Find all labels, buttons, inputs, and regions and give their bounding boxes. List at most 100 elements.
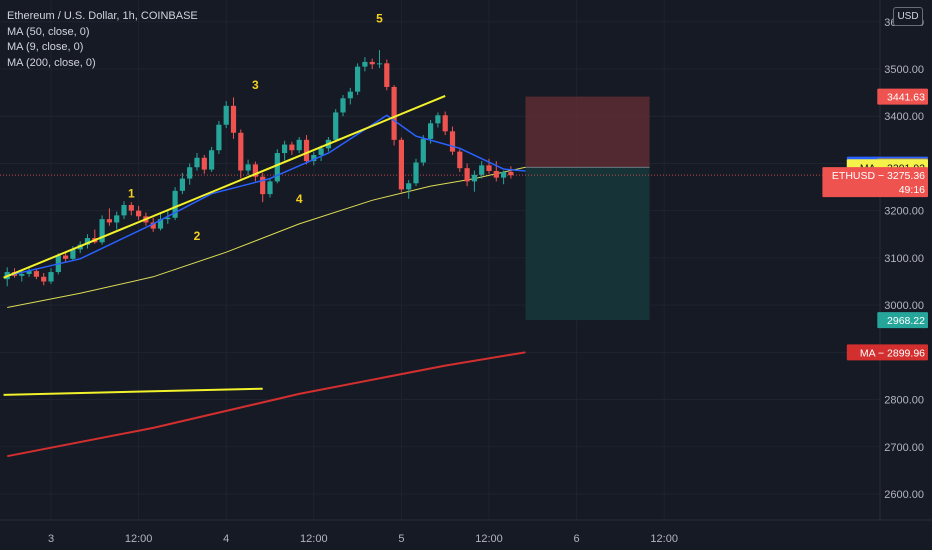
candle[interactable]: [267, 178, 273, 198]
candle[interactable]: [464, 163, 470, 187]
candle[interactable]: [384, 59, 390, 91]
candle[interactable]: [362, 57, 368, 72]
candle[interactable]: [194, 153, 200, 171]
price-tick-label: 3400.00: [884, 111, 924, 123]
candle[interactable]: [296, 137, 302, 154]
grid: [0, 0, 880, 520]
take-profit-zone[interactable]: [525, 167, 650, 321]
currency-button[interactable]: USD: [893, 7, 923, 26]
candle[interactable]: [209, 146, 215, 172]
candle-body: [26, 271, 32, 274]
candle[interactable]: [398, 137, 404, 193]
candle[interactable]: [48, 268, 54, 284]
candle-body: [260, 176, 266, 195]
candle[interactable]: [318, 145, 324, 162]
legend-ma-200[interactable]: MA (200, close, 0): [7, 56, 96, 69]
price-label-text: 2968.22: [887, 315, 925, 327]
candle[interactable]: [128, 202, 134, 216]
candle[interactable]: [282, 140, 288, 161]
legend-ma-50[interactable]: MA (50, close, 0): [7, 25, 90, 38]
trend-line[interactable]: [3, 387, 263, 396]
candle-body: [201, 157, 207, 170]
candle[interactable]: [84, 234, 91, 249]
price-tick-label: 3100.00: [884, 253, 924, 265]
candle[interactable]: [223, 101, 229, 129]
candle[interactable]: [501, 170, 507, 185]
candle[interactable]: [493, 161, 499, 182]
trend-line[interactable]: [3, 94, 446, 279]
candle[interactable]: [449, 126, 456, 155]
candle-body: [209, 150, 215, 170]
candle[interactable]: [150, 217, 156, 232]
candle[interactable]: [311, 151, 317, 166]
chart-legend: Ethereum / U.S. Dollar, 1h, COINBASE MA …: [7, 9, 198, 71]
symbol-title[interactable]: Ethereum / U.S. Dollar, 1h, COINBASE: [7, 10, 198, 22]
candle[interactable]: [201, 154, 207, 174]
candle-body: [245, 164, 251, 171]
candle[interactable]: [187, 163, 193, 185]
candle[interactable]: [391, 85, 397, 146]
price-tick-label: 2600.00: [884, 489, 924, 501]
time-axis[interactable]: 3 12:00 4 12:00 5 12:00 6 12:00: [0, 519, 932, 545]
stop-loss-zone[interactable]: [525, 96, 650, 168]
candle[interactable]: [165, 210, 171, 224]
candle-body: [41, 276, 47, 282]
candle-body: [99, 219, 105, 243]
price-tick-label: 3200.00: [884, 206, 924, 218]
candle[interactable]: [179, 172, 185, 195]
candle-body: [216, 124, 222, 151]
candle[interactable]: [347, 87, 353, 105]
candle[interactable]: [413, 158, 419, 187]
candle[interactable]: [157, 213, 164, 231]
candle[interactable]: [420, 135, 426, 166]
candle[interactable]: [121, 201, 127, 220]
candle[interactable]: [486, 158, 492, 174]
time-tick-label: 12:00: [650, 533, 678, 545]
ma-200-line: [7, 351, 526, 458]
candle[interactable]: [238, 129, 244, 179]
candle[interactable]: [340, 94, 346, 117]
candle-body: [121, 205, 127, 216]
candle[interactable]: [333, 109, 339, 143]
candle[interactable]: [33, 269, 39, 280]
candle[interactable]: [442, 111, 448, 136]
candle[interactable]: [99, 215, 105, 245]
candle[interactable]: [260, 172, 266, 203]
candle[interactable]: [245, 159, 251, 176]
candle[interactable]: [376, 50, 383, 69]
candle[interactable]: [274, 149, 280, 184]
candle[interactable]: [435, 112, 441, 128]
candle[interactable]: [457, 149, 463, 172]
candle[interactable]: [471, 170, 477, 192]
candle-body: [33, 271, 39, 277]
candle[interactable]: [355, 63, 361, 95]
candle[interactable]: [41, 273, 47, 286]
candle-body: [318, 148, 324, 155]
candle[interactable]: [479, 161, 485, 179]
candle[interactable]: [303, 135, 310, 165]
candle[interactable]: [369, 58, 375, 69]
price-label[interactable]: 3441.63: [877, 88, 928, 105]
candle[interactable]: [252, 161, 258, 182]
price-label[interactable]: 2968.22: [877, 312, 928, 329]
candle[interactable]: [63, 252, 69, 262]
price-tick-label: 3500.00: [884, 64, 924, 76]
candle[interactable]: [230, 97, 237, 139]
legend-ma-9[interactable]: MA (9, close, 0): [7, 41, 84, 53]
candle[interactable]: [406, 179, 412, 199]
price-label[interactable]: ETHUSD − 3275.36 49:16: [822, 167, 928, 198]
candle[interactable]: [508, 166, 514, 179]
candle-body: [165, 217, 171, 220]
price-label[interactable]: MA − 2899.96: [846, 344, 928, 361]
candle[interactable]: [106, 208, 112, 226]
candle-body: [84, 238, 91, 245]
candle[interactable]: [114, 211, 120, 230]
candle-body: [333, 112, 339, 140]
candle[interactable]: [289, 141, 295, 155]
price-scale[interactable]: 3600.003500.003400.003200.003100.003000.…: [822, 0, 928, 520]
candle[interactable]: [172, 187, 178, 221]
candle[interactable]: [216, 120, 222, 154]
candle[interactable]: [136, 205, 142, 221]
candle-body: [187, 167, 193, 179]
